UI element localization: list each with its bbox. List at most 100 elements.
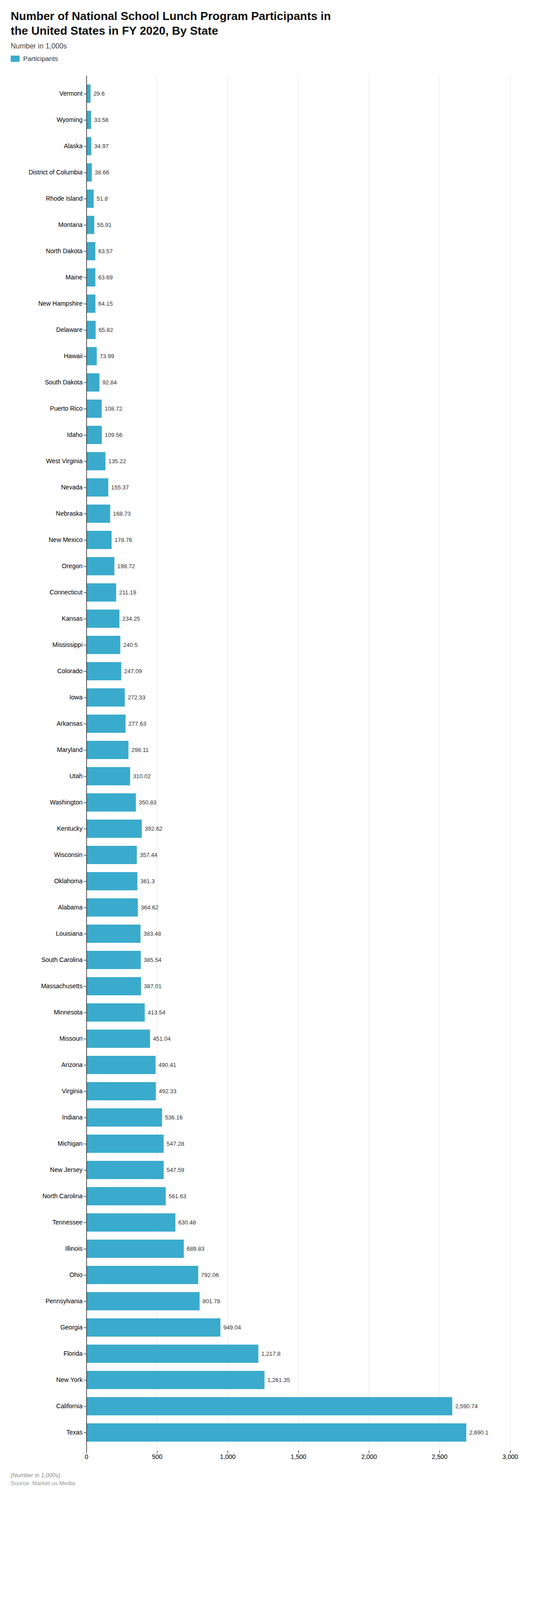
svg-text:Puerto Rico: Puerto Rico [49,405,83,413]
svg-text:West Virginia: West Virginia [46,457,83,465]
svg-text:Hawaii: Hawaii [63,352,83,360]
svg-text:413.54: 413.54 [147,1009,166,1017]
svg-text:63.69: 63.69 [98,274,114,281]
svg-text:New Hampshire: New Hampshire [38,299,83,308]
svg-text:387.01: 387.01 [143,983,162,990]
svg-text:Nebraska: Nebraska [56,510,83,518]
svg-text:51.8: 51.8 [96,195,108,203]
svg-text:Alabama: Alabama [57,903,83,912]
svg-text:38.66: 38.66 [94,169,110,176]
svg-text:357.44: 357.44 [139,851,158,859]
svg-text:Arizona: Arizona [61,1061,83,1069]
svg-text:55.91: 55.91 [97,221,112,229]
svg-text:178.76: 178.76 [114,536,133,544]
svg-text:3,000: 3,000 [502,1453,519,1461]
svg-text:630.48: 630.48 [178,1219,197,1227]
svg-text:383.48: 383.48 [143,930,162,938]
svg-text:689.83: 689.83 [186,1245,205,1253]
svg-text:Illinois: Illinois [65,1245,83,1253]
svg-text:Utah: Utah [69,772,83,780]
svg-text:2,590.74: 2,590.74 [455,1403,479,1411]
svg-text:Alaska: Alaska [63,142,83,150]
svg-text:Indiana: Indiana [62,1114,83,1122]
svg-text:547.59: 547.59 [166,1167,185,1174]
svg-text:385.54: 385.54 [143,956,162,964]
svg-text:Ohio: Ohio [69,1271,83,1279]
svg-text:Virginia: Virginia [61,1087,83,1095]
svg-text:155.37: 155.37 [111,484,130,491]
svg-text:Tennessee: Tennessee [52,1219,83,1227]
svg-text:234.25: 234.25 [122,615,141,623]
svg-text:211.19: 211.19 [119,589,137,596]
svg-text:34.97: 34.97 [94,142,110,150]
svg-text:California: California [56,1402,83,1411]
svg-text:Kansas: Kansas [61,615,83,623]
svg-text:Connecticut: Connecticut [49,588,83,596]
svg-text:168.73: 168.73 [113,510,131,518]
svg-text:Oklahoma: Oklahoma [54,877,83,885]
svg-text:298.11: 298.11 [131,746,149,754]
svg-text:Delaware: Delaware [56,326,83,334]
svg-text:272.33: 272.33 [127,694,146,702]
svg-text:Massachusetts: Massachusetts [40,982,83,990]
svg-text:0: 0 [85,1453,89,1461]
svg-text:451.04: 451.04 [153,1035,171,1043]
svg-text:135.22: 135.22 [108,457,126,465]
svg-text:North Carolina: North Carolina [42,1192,83,1200]
svg-text:198.72: 198.72 [117,563,136,570]
svg-text:500: 500 [151,1453,163,1461]
svg-text:65.82: 65.82 [98,326,114,334]
svg-text:New Mexico: New Mexico [48,536,83,544]
svg-text:108.72: 108.72 [104,405,123,413]
svg-text:New York: New York [56,1376,83,1384]
svg-text:Michigan: Michigan [57,1140,83,1148]
svg-text:South Dakota: South Dakota [44,378,83,386]
svg-text:Arkansas: Arkansas [56,720,83,728]
svg-text:792.06: 792.06 [201,1272,219,1279]
svg-text:District of Columbia: District of Columbia [28,168,83,176]
svg-text:536.16: 536.16 [165,1114,183,1122]
svg-text:1,261.35: 1,261.35 [267,1377,291,1384]
svg-text:Vermont: Vermont [59,89,83,98]
svg-text:547.28: 547.28 [166,1140,185,1148]
svg-text:Florida: Florida [63,1350,83,1358]
svg-text:350.83: 350.83 [138,799,157,807]
svg-text:Maryland: Maryland [56,746,83,754]
svg-text:Wisconsin: Wisconsin [54,851,83,859]
svg-text:29.6: 29.6 [93,90,105,98]
svg-text:392.62: 392.62 [144,825,163,833]
svg-text:240.5: 240.5 [123,641,138,649]
svg-text:73.99: 73.99 [99,352,115,360]
svg-text:64.15: 64.15 [98,300,114,308]
svg-text:Oregon: Oregon [61,562,83,570]
svg-text:Georgia: Georgia [60,1324,83,1332]
svg-text:1,217.8: 1,217.8 [261,1350,281,1358]
svg-text:South Carolina: South Carolina [41,956,83,964]
svg-text:Nevada: Nevada [60,483,83,491]
svg-text:490.41: 490.41 [158,1061,177,1069]
svg-text:310.02: 310.02 [133,773,151,780]
svg-text:Rhode Island: Rhode Island [45,194,83,203]
svg-text:277.63: 277.63 [128,720,147,728]
svg-text:North Dakota: North Dakota [45,247,83,255]
svg-text:92.84: 92.84 [102,379,118,386]
svg-text:2,000: 2,000 [361,1453,377,1461]
svg-text:Kentucky: Kentucky [56,825,83,833]
svg-text:361.3: 361.3 [140,878,155,885]
svg-text:949.04: 949.04 [223,1324,242,1332]
svg-text:Idaho: Idaho [66,431,83,439]
svg-text:Louisiana: Louisiana [56,930,83,938]
svg-text:Texas: Texas [66,1429,83,1437]
svg-text:Minnesota: Minnesota [53,1009,83,1017]
svg-text:364.62: 364.62 [140,904,159,912]
svg-text:801.78: 801.78 [202,1298,221,1305]
svg-text:247.09: 247.09 [124,668,142,675]
svg-text:Washington: Washington [49,798,83,807]
svg-text:Colorado: Colorado [57,667,83,675]
svg-text:2,690.1: 2,690.1 [469,1429,489,1437]
svg-text:Wyoming: Wyoming [56,116,83,124]
svg-text:Mississippi: Mississippi [52,641,83,649]
svg-text:561.63: 561.63 [168,1193,187,1200]
svg-text:109.56: 109.56 [104,431,123,439]
svg-text:New Jersey: New Jersey [49,1166,83,1174]
